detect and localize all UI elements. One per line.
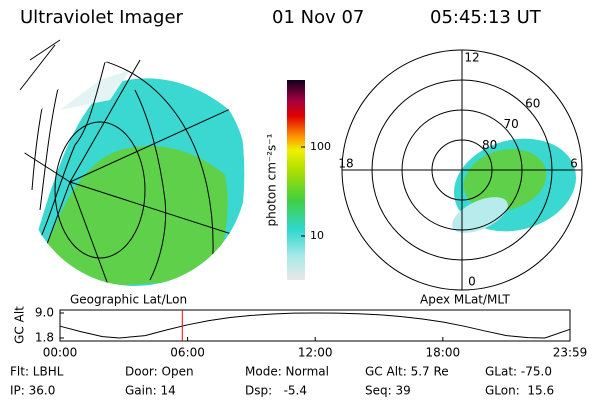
x-tick-label: 23:59 bbox=[553, 346, 588, 360]
lat-label: 70 bbox=[504, 117, 519, 131]
x-tick-label: 00:00 bbox=[43, 346, 78, 360]
time: 05:45:13 UT bbox=[430, 7, 542, 28]
colorbar bbox=[287, 80, 305, 280]
info-field: Mode: Normal bbox=[245, 365, 329, 379]
mlt-label: 0 bbox=[468, 275, 476, 289]
mlt-label: 6 bbox=[570, 157, 578, 171]
info-field: GLat: -75.0 bbox=[485, 365, 552, 379]
info-field: Flt: LBHL bbox=[10, 365, 64, 379]
colorbar-tick-label: 100 bbox=[310, 140, 331, 153]
colorbar-tick-label: 10 bbox=[310, 229, 324, 242]
info-field: Seq: 39 bbox=[365, 384, 411, 398]
y-tick-label: 1.8 bbox=[35, 331, 54, 345]
mlt-label: 18 bbox=[338, 157, 353, 171]
lat-label: 60 bbox=[525, 96, 540, 110]
y-tick-label: 9.0 bbox=[35, 306, 54, 320]
polar-grid bbox=[341, 49, 583, 291]
info-field: GLon: 15.6 bbox=[485, 384, 554, 398]
y-axis-label: GC Alt bbox=[13, 306, 27, 344]
lat-label: 80 bbox=[482, 138, 497, 152]
title: Ultraviolet Imager bbox=[20, 7, 184, 28]
info-field: Gain: 14 bbox=[125, 384, 176, 398]
right-map-label: Apex MLat/MLT bbox=[420, 293, 510, 307]
mlt-label: 12 bbox=[464, 51, 479, 65]
left-map-label: Geographic Lat/Lon bbox=[70, 293, 187, 307]
info-field: Dsp: -5.4 bbox=[245, 384, 307, 398]
x-tick-label: 06:00 bbox=[170, 346, 205, 360]
info-field: GC Alt: 5.7 Re bbox=[365, 365, 449, 379]
date: 01 Nov 07 bbox=[272, 7, 364, 28]
x-tick-label: 12:00 bbox=[298, 346, 333, 360]
lat-circle bbox=[431, 139, 493, 201]
polar-image bbox=[452, 138, 577, 233]
colorbar-label: photon cm⁻²s⁻¹ bbox=[265, 133, 279, 226]
coast-outline bbox=[19, 39, 61, 91]
geo-image bbox=[23, 58, 247, 286]
info-field: Door: Open bbox=[125, 365, 194, 379]
lat-circle bbox=[371, 79, 553, 261]
gc-alt-line bbox=[59, 312, 571, 339]
info-field: IP: 36.0 bbox=[10, 384, 55, 398]
lat-circle bbox=[401, 109, 523, 231]
x-tick-label: 18:00 bbox=[426, 346, 461, 360]
